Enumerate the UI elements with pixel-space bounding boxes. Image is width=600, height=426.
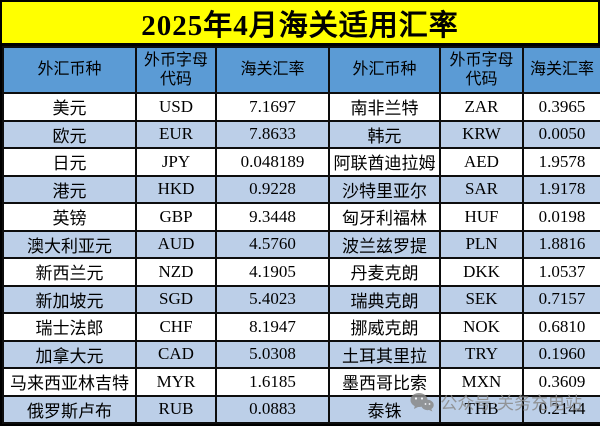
currency-code-cell: SGD (135, 284, 217, 314)
table-row: 英镑 GBP 9.3448 匈牙利福林 HUF 0.0198 (2, 202, 600, 232)
currency-code-cell: SEK (439, 284, 524, 314)
currency-code-cell: USD (135, 92, 217, 122)
table-row: 新加坡元 SGD 5.4023 瑞典克朗 SEK 0.7157 (2, 284, 600, 314)
customs-rate-cell: 7.8633 (215, 119, 330, 149)
table-row: 港元 HKD 0.9228 沙特里亚尔 SAR 1.9178 (2, 174, 600, 204)
currency-code-cell: PLN (439, 229, 524, 259)
customs-rate-cell: 4.5760 (215, 229, 330, 259)
page-title: 2025年4月海关适用汇率 (141, 9, 459, 42)
customs-rate-cell: 0.0883 (215, 394, 330, 424)
customs-rate-cell: 1.9178 (522, 174, 600, 204)
currency-code-cell: RUB (135, 394, 217, 424)
currency-name-cell: 泰铢 (328, 394, 441, 424)
currency-name-cell: 瑞士法郎 (2, 312, 137, 342)
currency-name-cell: 南非兰特 (328, 92, 441, 122)
currency-code-cell: TRY (439, 339, 524, 369)
customs-rate-cell: 0.9228 (215, 174, 330, 204)
currency-name-cell: 新加坡元 (2, 284, 137, 314)
currency-code-cell: THB (439, 394, 524, 424)
currency-name-cell: 马来西亚林吉特 (2, 367, 137, 397)
currency-code-cell: DKK (439, 257, 524, 287)
currency-name-cell: 土耳其里拉 (328, 339, 441, 369)
currency-name-cell: 澳大利亚元 (2, 229, 137, 259)
table-header: 外汇币种 外币字母代码 海关汇率 外汇币种 外币字母代码 海关汇率 (2, 46, 600, 94)
currency-code-cell: KRW (439, 119, 524, 149)
currency-code-cell: CAD (135, 339, 217, 369)
customs-rate-cell: 0.1960 (522, 339, 600, 369)
currency-code-cell: SAR (439, 174, 524, 204)
currency-code-cell: EUR (135, 119, 217, 149)
table-row: 澳大利亚元 AUD 4.5760 波兰兹罗提 PLN 1.8816 (2, 229, 600, 259)
currency-name-cell: 美元 (2, 92, 137, 122)
customs-rate-cell: 0.6810 (522, 312, 600, 342)
customs-rate-cell: 9.3448 (215, 202, 330, 232)
currency-name-cell: 日元 (2, 147, 137, 177)
table-row: 加拿大元 CAD 5.0308 土耳其里拉 TRY 0.1960 (2, 339, 600, 369)
currency-code-cell: CHF (135, 312, 217, 342)
table-row: 日元 JPY 0.048189 阿联酋迪拉姆 AED 1.9578 (2, 147, 600, 177)
table-row: 美元 USD 7.1697 南非兰特 ZAR 0.3965 (2, 92, 600, 122)
table-row: 欧元 EUR 7.8633 韩元 KRW 0.0050 (2, 119, 600, 149)
customs-rate-cell: 0.7157 (522, 284, 600, 314)
title-band: 2025年4月海关适用汇率 (2, 2, 598, 46)
currency-name-cell: 匈牙利福林 (328, 202, 441, 232)
currency-name-cell: 港元 (2, 174, 137, 204)
currency-code-cell: HKD (135, 174, 217, 204)
currency-name-cell: 波兰兹罗提 (328, 229, 441, 259)
currency-code-cell: MXN (439, 367, 524, 397)
currency-name-cell: 阿联酋迪拉姆 (328, 147, 441, 177)
currency-name-cell: 沙特里亚尔 (328, 174, 441, 204)
customs-rate-cell: 5.0308 (215, 339, 330, 369)
currency-name-cell: 挪威克朗 (328, 312, 441, 342)
table-row: 新西兰元 NZD 4.1905 丹麦克朗 DKK 1.0537 (2, 257, 600, 287)
currency-code-cell: JPY (135, 147, 217, 177)
currency-code-cell: ZAR (439, 92, 524, 122)
customs-rate-cell: 1.0537 (522, 257, 600, 287)
currency-name-cell: 丹麦克朗 (328, 257, 441, 287)
customs-rate-cell: 1.6185 (215, 367, 330, 397)
header-rate-left: 海关汇率 (215, 46, 330, 94)
currency-name-cell: 韩元 (328, 119, 441, 149)
header-code-left: 外币字母代码 (135, 46, 217, 94)
currency-name-cell: 瑞典克朗 (328, 284, 441, 314)
currency-code-cell: MYR (135, 367, 217, 397)
currency-name-cell: 墨西哥比索 (328, 367, 441, 397)
customs-rate-cell: 0.3609 (522, 367, 600, 397)
table-body: 美元 USD 7.1697 南非兰特 ZAR 0.3965 欧元 EUR 7.8633 韩元 KRW… (2, 92, 600, 424)
currency-name-cell: 加拿大元 (2, 339, 137, 369)
customs-rate-cell: 1.9578 (522, 147, 600, 177)
customs-rate-cell: 0.0050 (522, 119, 600, 149)
currency-code-cell: HUF (439, 202, 524, 232)
currency-code-cell: GBP (135, 202, 217, 232)
currency-name-cell: 俄罗斯卢布 (2, 394, 137, 424)
customs-rate-cell: 8.1947 (215, 312, 330, 342)
currency-code-cell: NOK (439, 312, 524, 342)
header-currency-right: 外汇币种 (328, 46, 441, 94)
table-row: 俄罗斯卢布 RUB 0.0883 泰铢 THB 0.2144 (2, 394, 600, 424)
customs-rate-cell: 7.1697 (215, 92, 330, 122)
customs-rate-cell: 5.4023 (215, 284, 330, 314)
customs-rate-cell: 1.8816 (522, 229, 600, 259)
currency-name-cell: 新西兰元 (2, 257, 137, 287)
exchange-rate-table: 外汇币种 外币字母代码 海关汇率 外汇币种 外币字母代码 海关汇率 美元 USD 7… (2, 46, 600, 424)
header-currency-left: 外汇币种 (2, 46, 137, 94)
currency-code-cell: NZD (135, 257, 217, 287)
currency-code-cell: AUD (135, 229, 217, 259)
table-row: 马来西亚林吉特 MYR 1.6185 墨西哥比索 MXN 0.3609 (2, 367, 600, 397)
header-rate-right: 海关汇率 (522, 46, 600, 94)
customs-rate-cell: 0.048189 (215, 147, 330, 177)
currency-name-cell: 英镑 (2, 202, 137, 232)
customs-rate-cell: 0.3965 (522, 92, 600, 122)
currency-name-cell: 欧元 (2, 119, 137, 149)
customs-rate-cell: 0.0198 (522, 202, 600, 232)
header-row: 外汇币种 外币字母代码 海关汇率 外汇币种 外币字母代码 海关汇率 (2, 46, 600, 94)
currency-code-cell: AED (439, 147, 524, 177)
table-row: 瑞士法郎 CHF 8.1947 挪威克朗 NOK 0.6810 (2, 312, 600, 342)
customs-rate-cell: 0.2144 (522, 394, 600, 424)
header-code-right: 外币字母代码 (439, 46, 524, 94)
customs-rate-cell: 4.1905 (215, 257, 330, 287)
